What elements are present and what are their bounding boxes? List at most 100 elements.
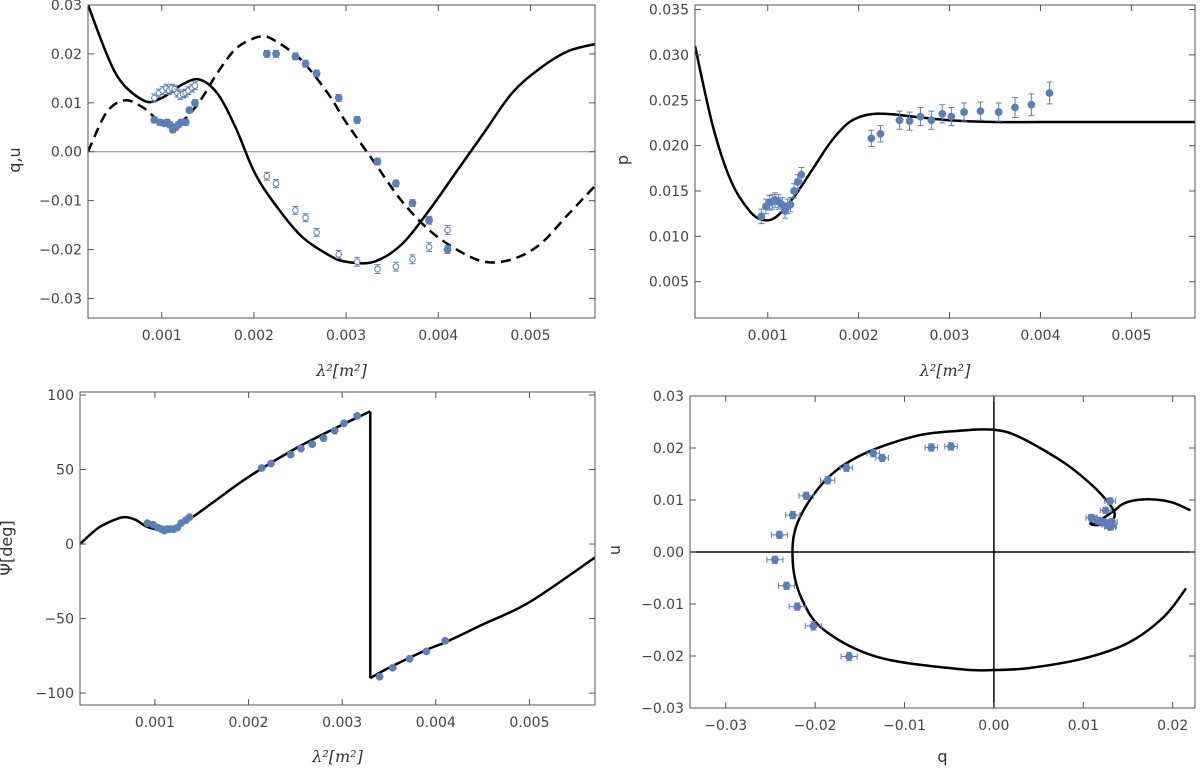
- data-point: [927, 116, 936, 125]
- x-tick-label: 0.005: [1111, 328, 1151, 344]
- y-tick-label: 0.02: [51, 47, 82, 63]
- series-psi-0: [143, 411, 450, 681]
- y-tick-label: 0.010: [649, 229, 689, 245]
- y-tick-label: 0.015: [649, 184, 689, 200]
- panel-angle-vs-lambda2: 0.001 0.002 0.003 0.004 0.005 −100 −50 0 50 100 λ²…: [0, 388, 596, 766]
- data-point: [938, 109, 947, 118]
- series-qu-1: [151, 81, 451, 274]
- x-tick-label: 0.001: [748, 328, 788, 344]
- data-point: [443, 245, 452, 254]
- data-point: [823, 476, 832, 485]
- plot-frame: [79, 391, 596, 706]
- y-tick-label: −0.02: [641, 649, 684, 665]
- x-tick-label: 0.02: [1157, 718, 1188, 734]
- x-tick-label: −0.01: [883, 718, 926, 734]
- x-tick-label: 0.004: [416, 715, 456, 731]
- x-tick-label: 0.00: [978, 718, 1009, 734]
- data-point: [319, 434, 328, 443]
- y-tick-label: −0.03: [641, 701, 684, 717]
- model-curve-qu-0: [88, 5, 595, 265]
- data-point: [802, 491, 811, 500]
- y-tick-label: 0.020: [649, 139, 689, 155]
- data-point: [312, 69, 321, 78]
- y-tick-label: 0.025: [649, 93, 689, 109]
- data-point: [790, 187, 798, 195]
- data-point: [771, 555, 779, 564]
- data-point: [405, 654, 414, 663]
- data-point: [878, 453, 887, 462]
- data-point: [1106, 497, 1114, 505]
- model-curve-quplane-0: [791, 428, 1192, 672]
- x-tick-label: 0.004: [1020, 328, 1060, 344]
- data-point: [272, 50, 280, 58]
- model-curve-p-0: [695, 45, 1195, 222]
- data-point: [272, 180, 280, 187]
- x-axis-label: λ²[m²]: [919, 361, 971, 380]
- model-curve-psi-0: [80, 410, 371, 545]
- data-point: [869, 449, 878, 458]
- y-tick-label: 0.03: [653, 389, 684, 405]
- data-point: [191, 98, 199, 107]
- y-axis-label: q,u: [5, 147, 24, 172]
- model-curve-qu-1: [88, 35, 595, 264]
- x-tick-label: −0.02: [794, 718, 837, 734]
- y-tick-label: −0.01: [641, 597, 684, 613]
- y-tick-label: 0.01: [653, 493, 684, 509]
- data-point: [340, 419, 348, 428]
- data-point: [292, 207, 299, 214]
- y-tick-label: 0.02: [653, 441, 684, 457]
- data-point: [867, 134, 876, 143]
- data-point: [1011, 103, 1019, 112]
- data-point: [302, 214, 309, 222]
- x-tick-label: 0.002: [228, 715, 268, 731]
- plot-frame: [87, 4, 596, 319]
- data-point: [301, 59, 310, 68]
- data-point: [809, 621, 818, 630]
- data-point: [1045, 89, 1054, 97]
- data-point: [151, 94, 158, 102]
- data-point: [392, 263, 400, 270]
- x-axis-label: λ²[m²]: [315, 361, 367, 380]
- y-axis-label: Ψ[deg]: [0, 520, 16, 575]
- data-point: [444, 226, 451, 234]
- x-tick-label: 0.01: [1068, 718, 1099, 734]
- data-point: [793, 602, 802, 611]
- y-tick-label: 0.00: [51, 145, 82, 161]
- data-point: [775, 530, 784, 539]
- data-point: [308, 440, 317, 449]
- data-point: [845, 652, 853, 661]
- y-axis-label: p: [613, 155, 632, 165]
- x-tick-label: 0.001: [142, 328, 182, 344]
- x-tick-label: 0.005: [510, 328, 550, 344]
- x-axis-label: λ²[m²]: [311, 747, 363, 766]
- data-point: [257, 464, 266, 472]
- data-point: [374, 265, 381, 273]
- data-point: [373, 157, 382, 166]
- data-point: [330, 426, 339, 435]
- y-tick-label: 0.030: [649, 48, 689, 64]
- data-point: [425, 243, 433, 251]
- data-point: [267, 459, 275, 468]
- y-tick-label: 0.01: [51, 96, 82, 112]
- data-point: [1101, 506, 1110, 515]
- y-tick-label: 0.03: [51, 0, 82, 14]
- y-tick-label: −0.01: [39, 194, 82, 210]
- data-point: [375, 672, 384, 681]
- data-point: [185, 106, 194, 115]
- data-point: [291, 52, 300, 61]
- series-qu-0: [150, 49, 452, 254]
- data-point: [353, 258, 361, 266]
- data-point: [353, 411, 362, 420]
- x-tick-label: −0.03: [704, 718, 747, 734]
- y-tick-label: 0.035: [649, 3, 689, 19]
- y-tick-label: −0.02: [39, 243, 82, 259]
- data-point: [782, 581, 791, 590]
- panel-p-vs-lambda2: 0.001 0.002 0.003 0.004 0.005 0.005 0.010 0.015…: [613, 3, 1196, 380]
- data-point: [927, 443, 936, 452]
- data-point: [947, 442, 955, 451]
- data-point: [408, 199, 417, 207]
- x-tick-label: 0.003: [326, 328, 366, 344]
- data-point: [788, 511, 797, 519]
- data-point: [905, 117, 914, 126]
